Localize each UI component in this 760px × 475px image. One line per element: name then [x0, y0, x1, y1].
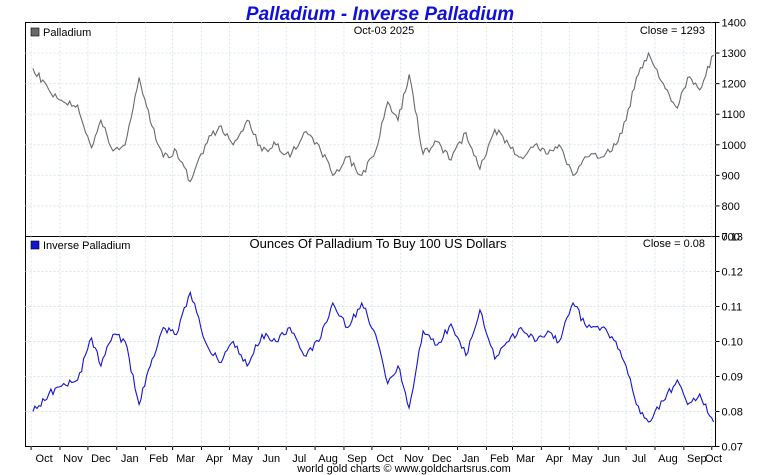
- x-tick-label: Oct: [705, 453, 722, 465]
- y-tick-label: 0.13: [722, 232, 743, 244]
- x-tick-label: Feb: [149, 453, 168, 465]
- palladium-legend-swatch: [30, 27, 40, 37]
- x-tick-label: Apr: [546, 453, 563, 465]
- y-tick-label: 800: [722, 201, 740, 213]
- x-axis: Oct Nov Dec Jan Feb Mar Apr May Jun Jul Aug Sep Oct N…: [30, 446, 722, 465]
- y-tick-label: 1400: [722, 18, 746, 30]
- y-tick-label: 0.09: [722, 372, 743, 384]
- x-tick-label: Mar: [176, 453, 195, 465]
- top-y-axis: 700 800 900 1000 1100 1200 1300 1400: [715, 18, 746, 244]
- inverse-palladium-legend-label: Inverse Palladium: [43, 240, 130, 252]
- x-tick-label: Jul: [292, 453, 306, 465]
- palladium-close-label: Close = 1293: [640, 25, 705, 37]
- y-tick-label: 1300: [722, 48, 746, 60]
- inverse-subtitle: Ounces Of Palladium To Buy 100 US Dollar…: [250, 236, 507, 251]
- x-tick-label: Jun: [602, 453, 620, 465]
- x-tick-label: May: [572, 453, 593, 465]
- footer-credit: world gold charts © www.goldchartsrus.co…: [296, 463, 511, 475]
- top-panel-frame: [25, 22, 716, 237]
- inverse-palladium-legend-swatch: [30, 240, 40, 250]
- top-panel: Palladium Oct-03 2025 Close = 1293 700 80…: [25, 18, 746, 244]
- bottom-y-axis: 0.07 0.08 0.09 0.10 0.11 0.12 0.13: [715, 232, 743, 454]
- x-tick-label: Jun: [262, 453, 280, 465]
- x-tick-label: Sep: [687, 453, 707, 465]
- x-tick-label: May: [232, 453, 253, 465]
- x-tick-label: Apr: [206, 453, 223, 465]
- x-tick-label: Jan: [462, 453, 480, 465]
- inverse-palladium-series-line: [32, 290, 715, 423]
- y-tick-label: 1000: [722, 140, 746, 152]
- y-tick-label: 900: [722, 170, 740, 182]
- x-tick-label: Nov: [63, 453, 83, 465]
- x-tick-label: Aug: [658, 453, 678, 465]
- palladium-legend-label: Palladium: [43, 27, 91, 39]
- y-tick-label: 0.08: [722, 407, 743, 419]
- date-label: Oct-03 2025: [354, 25, 415, 37]
- y-tick-label: 0.12: [722, 267, 743, 279]
- x-tick-label: Dec: [91, 453, 111, 465]
- x-tick-label: Mar: [516, 453, 535, 465]
- y-tick-label: 1200: [722, 79, 746, 91]
- bottom-grid: [25, 236, 716, 447]
- x-tick-label: Oct: [36, 453, 53, 465]
- y-tick-label: 0.11: [722, 302, 743, 314]
- y-tick-label: 700: [722, 232, 740, 244]
- palladium-series-line: [32, 51, 714, 183]
- y-tick-label: 0.10: [722, 337, 743, 349]
- x-tick-label: Sep: [347, 453, 367, 465]
- y-tick-label: 1100: [722, 109, 746, 121]
- x-tick-label: Jul: [632, 453, 646, 465]
- x-tick-label: Oct: [376, 453, 393, 465]
- x-tick-label: Aug: [318, 453, 338, 465]
- top-grid: [25, 22, 716, 237]
- y-tick-label: 0.07: [722, 442, 743, 454]
- bottom-panel: Inverse Palladium Ounces Of Palladium To…: [25, 232, 743, 454]
- x-tick-label: Feb: [490, 453, 509, 465]
- x-tick-label: Jan: [121, 453, 139, 465]
- x-tick-label: Nov: [404, 453, 424, 465]
- x-tick-label: Dec: [432, 453, 452, 465]
- inverse-close-label: Close = 0.08: [643, 238, 705, 250]
- chart-title: Palladium - Inverse Palladium: [246, 4, 514, 25]
